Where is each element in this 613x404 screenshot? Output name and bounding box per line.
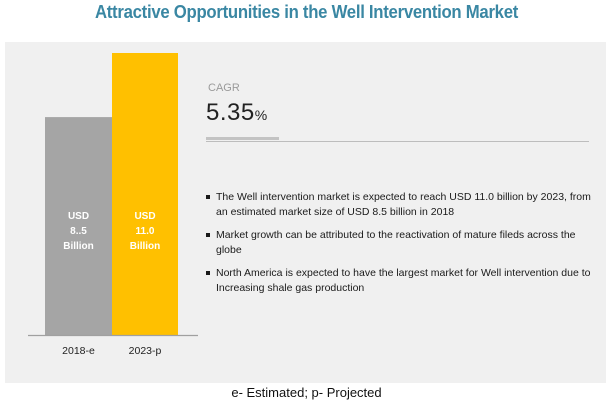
cagr-label: CAGR [208,82,240,94]
key-point-text: North America is expected to have the la… [216,267,591,294]
key-point: Market growth can be attributed to the r… [206,228,601,257]
bar-2023-p [112,53,178,335]
cagr-number: 5.35 [206,99,255,126]
key-point: North America is expected to have the la… [206,266,601,295]
bar-value-label: USD [68,211,89,222]
bullet-square-icon [206,271,210,275]
key-point: The Well intervention market is expected… [206,190,601,219]
cagr-divider-accent [206,137,279,140]
key-point-text: Market growth can be attributed to the r… [216,229,576,256]
bar-value-label: 11.0 [136,226,155,237]
bullet-square-icon [206,195,210,199]
bar-2018-e [45,117,112,335]
cagr-unit: % [254,107,268,123]
footnote: e- Estimated; p- Projected [231,385,382,400]
bullet-square-icon [206,233,210,237]
cagr-value: 5.35% [206,99,268,127]
page-title: Attractive Opportunities in the Well Int… [94,2,519,22]
bar-value-label: 8..5 [70,226,87,237]
key-point-text: The Well intervention market is expected… [216,191,591,218]
bar-value-label: USD [134,211,155,222]
bar-value-label: Billion [130,241,161,252]
x-tick-label: 2023-p [129,345,162,357]
key-points-list: The Well intervention market is expected… [206,190,601,304]
x-tick-label: 2018-e [62,345,95,357]
cagr-divider [206,141,589,142]
bar-value-label: Billion [63,241,94,252]
